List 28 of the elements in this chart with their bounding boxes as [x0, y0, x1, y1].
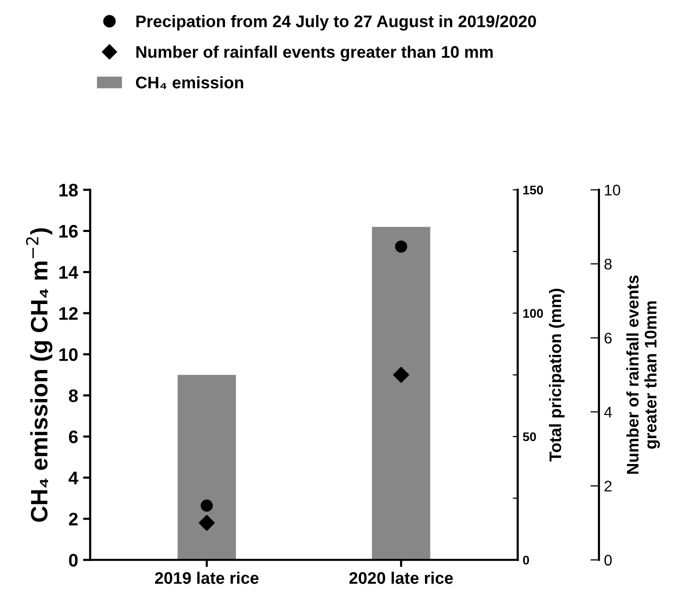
- y-tick-label: 18: [59, 184, 78, 197]
- x-tick-label: 2019 late rice: [154, 572, 259, 584]
- y3-tick-label: 8: [604, 258, 612, 270]
- y-tick-label: 0: [69, 554, 78, 567]
- y3-tick-label: 4: [604, 406, 612, 418]
- y3-tick-label: 6: [604, 332, 612, 344]
- y2-tick-label: 0: [523, 556, 530, 565]
- y2-tick-label: 100: [523, 308, 543, 318]
- y-tick-label: 6: [68, 430, 78, 444]
- y-axis-title: CH₄ emission (g CH₄ m$^{−2}$): [26, 228, 52, 522]
- y2-axis-title: Total pricipation (mm): [548, 288, 565, 462]
- y2-tick-label: 150: [523, 186, 543, 194]
- legend-label: Precipation from 24 July to 27 August in 2019/2020: [136, 15, 536, 31]
- y2-tick-label: 50: [522, 432, 536, 442]
- y3-tick-label: 2: [604, 480, 612, 492]
- legend-label: CH₄ emission: [136, 76, 244, 89]
- y-tick-label: 8: [68, 389, 78, 402]
- y-tick-label: 2: [68, 512, 78, 526]
- y-tick-label: 10: [59, 348, 78, 362]
- y-tick-label: 16: [59, 224, 78, 238]
- y3-tick-label: 10: [604, 184, 620, 196]
- y3-tick-label: 0: [604, 554, 612, 566]
- y-tick-label: 12: [59, 307, 78, 320]
- legend-label: Number of rainfall events greater than 10 mm: [136, 46, 493, 62]
- y-tick-label: 4: [68, 472, 78, 484]
- y3-axis-title: Number of rainfall events greater than 10mm: [626, 276, 660, 474]
- y-tick-label: 14: [59, 266, 78, 279]
- x-tick-label: 2020 late rice: [349, 572, 453, 584]
